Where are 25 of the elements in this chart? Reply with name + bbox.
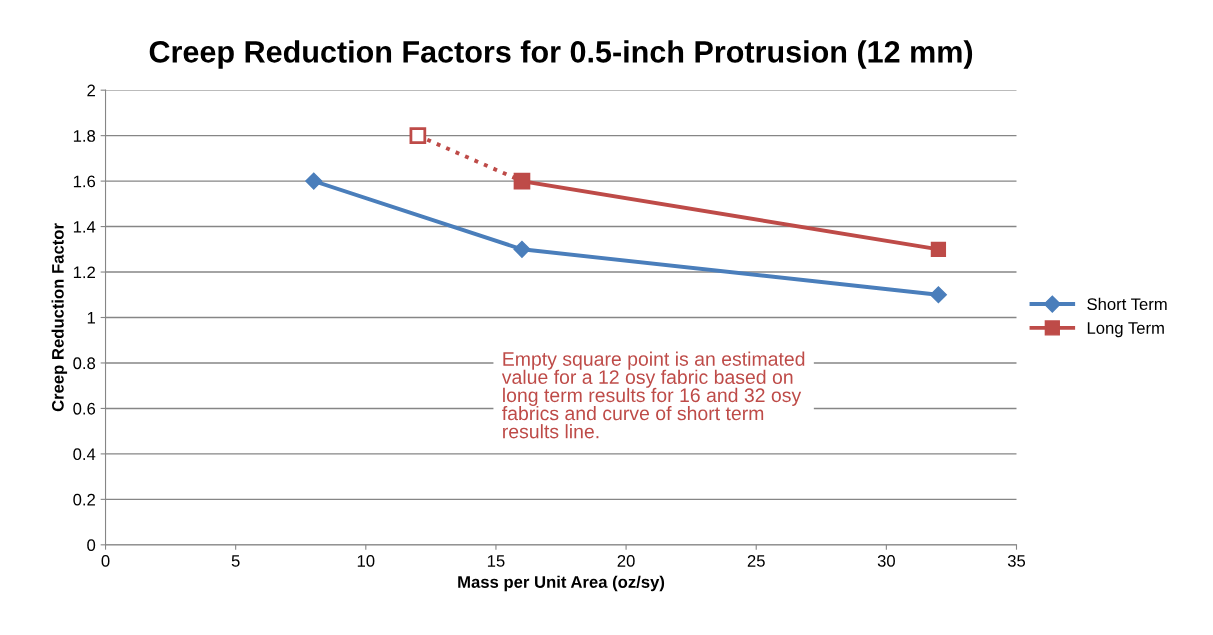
y-tick-label: 1.4 bbox=[73, 221, 96, 233]
y-tick-label: 2 bbox=[87, 84, 95, 97]
y-tick-label: 0.4 bbox=[73, 448, 96, 461]
y-tick-label: 1.8 bbox=[73, 130, 96, 142]
x-tick-label: 0 bbox=[101, 554, 110, 567]
x-tick-label: 35 bbox=[1007, 554, 1026, 567]
x-tick-label: 30 bbox=[877, 554, 895, 567]
annotation: Empty square point is an estimated value for a 12 osy fabric based on long term results for 16 and 32 osy fabrics and curve of short term results line. bbox=[501, 351, 805, 439]
legend-label: Short Term bbox=[1087, 297, 1167, 311]
y-tick-label: 0 bbox=[87, 539, 96, 552]
y-tick-label: 0.8 bbox=[73, 357, 96, 370]
x-tick-label: 5 bbox=[231, 555, 240, 567]
x-axis-title: Mass per Unit Area (oz/sy) bbox=[458, 575, 665, 592]
y-tick-label: 0.6 bbox=[73, 402, 96, 415]
y-axis-title: Creep Reduction Factor bbox=[51, 223, 68, 412]
x-tick-label: 20 bbox=[617, 554, 635, 567]
y-tick-label: 1.6 bbox=[73, 175, 96, 188]
x-tick-label: 25 bbox=[747, 554, 765, 567]
y-tick-label: 1.2 bbox=[73, 266, 95, 279]
y-tick-label: 1 bbox=[87, 312, 95, 324]
legend-label: Long Term bbox=[1087, 322, 1164, 338]
chart-title: Creep Reduction Factors for 0.5-inch Protrusion (12 mm) bbox=[149, 40, 973, 69]
x-tick-label: 10 bbox=[357, 554, 375, 567]
y-tick-label: 0.2 bbox=[73, 493, 95, 506]
x-tick-label: 15 bbox=[487, 555, 505, 567]
